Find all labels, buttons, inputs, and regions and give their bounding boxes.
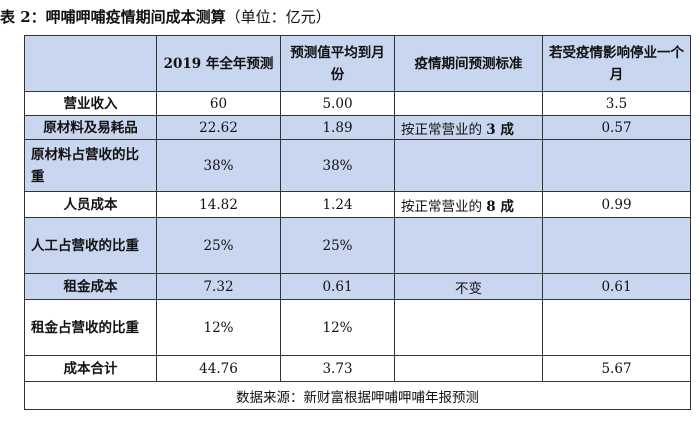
cell-standard: 不变	[394, 273, 543, 300]
cell-monthly: 0.61	[280, 273, 395, 300]
cell-full-year: 25%	[156, 217, 281, 274]
table-row: 人工占营收的比重 25% 25%	[24, 217, 691, 274]
row-label: 人工占营收的比重	[24, 217, 157, 274]
cell-standard	[394, 217, 543, 274]
cell-standard	[394, 139, 543, 192]
cell-standard: 按正常营业的 8 成	[394, 191, 543, 218]
cell-monthly: 1.24	[280, 191, 395, 218]
cost-estimate-table: 2019 年全年预测 预测值平均到月份 疫情期间预测标准 若受疫情影响停业一个月…	[24, 35, 691, 410]
cell-impact	[542, 299, 691, 356]
cell-full-year: 44.76	[156, 355, 281, 382]
table-row: 营业收入 60 5.00 3.5	[24, 91, 691, 116]
cell-monthly: 1.89	[280, 115, 395, 140]
table-row: 成本合计 44.76 3.73 5.67	[24, 355, 691, 382]
header-cell-impact: 若受疫情影响停业一个月	[542, 35, 691, 92]
header-cell-full-year: 2019 年全年预测	[156, 35, 281, 92]
cell-monthly: 38%	[280, 139, 395, 192]
table-row: 租金占营收的比重 12% 12%	[24, 299, 691, 356]
row-label: 成本合计	[24, 355, 157, 382]
table-caption: 表 2：呷哺呷哺疫情期间成本测算（单位：亿元）	[0, 6, 331, 28]
table-row: 原材料及易耗品 22.62 1.89 按正常营业的 3 成 0.57	[24, 115, 691, 140]
row-label: 原材料及易耗品	[24, 115, 157, 140]
row-label: 人员成本	[24, 191, 157, 218]
header-cell-blank	[24, 35, 157, 92]
source-row: 数据来源：新财富根据呷哺呷哺年报预测	[24, 381, 691, 410]
caption-unit: （单位：亿元）	[225, 8, 331, 26]
cell-impact: 3.5	[542, 91, 691, 116]
cell-standard: 按正常营业的 3 成	[394, 115, 543, 140]
header-cell-standard: 疫情期间预测标准	[394, 35, 543, 92]
cell-impact: 0.61	[542, 273, 691, 300]
cell-full-year: 60	[156, 91, 281, 116]
table-row: 人员成本 14.82 1.24 按正常营业的 8 成 0.99	[24, 191, 691, 218]
data-source-note: 数据来源：新财富根据呷哺呷哺年报预测	[24, 381, 691, 410]
table-row: 原材料占营收的比重 38% 38%	[24, 139, 691, 192]
cell-full-year: 38%	[156, 139, 281, 192]
cell-impact: 5.67	[542, 355, 691, 382]
cell-standard	[394, 299, 543, 356]
cell-monthly: 12%	[280, 299, 395, 356]
header-row: 2019 年全年预测 预测值平均到月份 疫情期间预测标准 若受疫情影响停业一个月	[24, 35, 691, 92]
table-row: 租金成本 7.32 0.61 不变 0.61	[24, 273, 691, 300]
caption-title: 表 2：呷哺呷哺疫情期间成本测算	[0, 8, 226, 26]
cell-monthly: 5.00	[280, 91, 395, 116]
cell-impact: 0.57	[542, 115, 691, 140]
cell-monthly: 3.73	[280, 355, 395, 382]
header-cell-monthly: 预测值平均到月份	[280, 35, 395, 92]
cell-full-year: 14.82	[156, 191, 281, 218]
cell-full-year: 12%	[156, 299, 281, 356]
cell-standard	[394, 91, 543, 116]
cell-full-year: 22.62	[156, 115, 281, 140]
cell-monthly: 25%	[280, 217, 395, 274]
cell-full-year: 7.32	[156, 273, 281, 300]
cell-impact	[542, 217, 691, 274]
row-label: 租金占营收的比重	[24, 299, 157, 356]
row-label: 营业收入	[24, 91, 157, 116]
row-label: 原材料占营收的比重	[24, 139, 157, 192]
row-label: 租金成本	[24, 273, 157, 300]
cell-impact	[542, 139, 691, 192]
cell-impact: 0.99	[542, 191, 691, 218]
cell-standard	[394, 355, 543, 382]
